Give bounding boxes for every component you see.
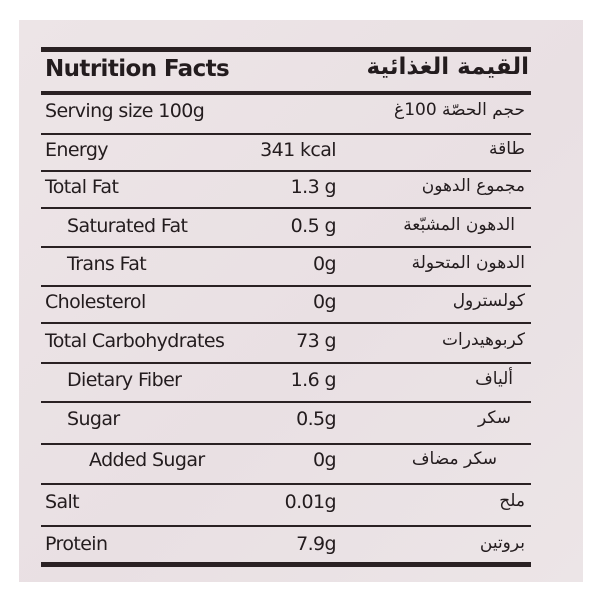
- row-divider: [41, 401, 531, 403]
- row-divider: [41, 483, 531, 485]
- nutrient-name-arabic: الدهون المشبّعة: [403, 215, 515, 235]
- row-divider: [41, 525, 531, 527]
- nutrient-name-arabic: طاقة: [489, 139, 525, 159]
- row-divider: [41, 207, 531, 209]
- nutrient-name-arabic: ألياف: [475, 369, 513, 389]
- bottom-rule: [41, 562, 531, 567]
- serving-size-row: Serving size 100g حجم الحصّة 100غ: [41, 100, 531, 130]
- nutrient-value: 1.6 g: [290, 369, 337, 391]
- nutrient-name-english: Trans Fat: [67, 253, 147, 275]
- nutrient-name-arabic: الدهون المتحولة: [411, 253, 525, 273]
- nutrient-value: 0.5g: [296, 408, 336, 430]
- nutrient-name-arabic: مجموع الدهون: [421, 176, 525, 196]
- nutrient-name-english: Total Fat: [45, 176, 119, 198]
- nutrient-name-arabic: بروتين: [479, 533, 525, 553]
- nutrient-row: Total Fat 1.3 g مجموع الدهون: [41, 176, 531, 206]
- nutrient-value: 0g: [313, 291, 337, 313]
- nutrient-name-english: Energy: [45, 139, 109, 161]
- nutrient-value: 73 g: [296, 330, 336, 352]
- title-english: Nutrition Facts: [45, 56, 230, 82]
- nutrient-name-arabic: ملح: [499, 491, 525, 511]
- nutrient-name-english: Saturated Fat: [67, 215, 188, 237]
- nutrient-name-arabic: كربوهيدرات: [442, 330, 525, 350]
- nutrient-value: 0g: [313, 253, 337, 275]
- top-rule: [41, 47, 531, 52]
- row-divider: [41, 285, 531, 287]
- nutrient-row: Cholesterol 0g كولسترول: [41, 291, 531, 321]
- nutrient-value: 0g: [313, 449, 337, 471]
- nutrient-row: Saturated Fat 0.5 g الدهون المشبّعة: [41, 215, 531, 245]
- nutrient-value: 341 kcal: [260, 139, 336, 161]
- nutrient-row: Protein 7.9g بروتين: [41, 533, 531, 563]
- nutrient-name-arabic: سكر: [477, 408, 511, 428]
- nutrient-value: 1.3 g: [290, 176, 337, 198]
- nutrient-name-english: Total Carbohydrates: [45, 330, 225, 352]
- nutrient-name-english: Added Sugar: [89, 449, 205, 471]
- row-divider: [41, 443, 531, 445]
- nutrient-row: Trans Fat 0g الدهون المتحولة: [41, 253, 531, 283]
- row-divider: [41, 133, 531, 135]
- nutrient-name-english: Protein: [45, 533, 108, 555]
- serving-size-arabic: حجم الحصّة 100غ: [394, 100, 525, 120]
- nutrient-name-english: Sugar: [67, 408, 120, 430]
- nutrient-row: Energy 341 kcal طاقة: [41, 139, 531, 169]
- nutrient-row: Added Sugar 0g سكر مضاف: [41, 449, 531, 479]
- nutrient-value: 7.9g: [296, 533, 336, 555]
- nutrient-row: Dietary Fiber 1.6 g ألياف: [41, 369, 531, 399]
- row-divider: [41, 170, 531, 172]
- nutrient-name-arabic: سكر مضاف: [411, 449, 497, 469]
- serving-size-english: Serving size 100g: [45, 100, 205, 122]
- row-divider: [41, 246, 531, 248]
- nutrition-label: [19, 20, 583, 582]
- nutrient-value: 0.01g: [284, 491, 337, 513]
- nutrient-row: Sugar 0.5g سكر: [41, 408, 531, 438]
- nutrient-row: Total Carbohydrates 73 g كربوهيدرات: [41, 330, 531, 360]
- nutrient-name-english: Salt: [45, 491, 80, 513]
- nutrient-name-english: Cholesterol: [45, 291, 146, 313]
- nutrient-value: 0.5 g: [290, 215, 337, 237]
- nutrient-name-arabic: كولسترول: [452, 291, 525, 311]
- row-divider: [41, 362, 531, 364]
- title-rule: [41, 91, 531, 95]
- row-divider: [41, 322, 531, 324]
- nutrient-row: Salt 0.01g ملح: [41, 491, 531, 521]
- nutrient-name-english: Dietary Fiber: [67, 369, 182, 391]
- title-arabic: القيمة الغذائية: [366, 54, 529, 80]
